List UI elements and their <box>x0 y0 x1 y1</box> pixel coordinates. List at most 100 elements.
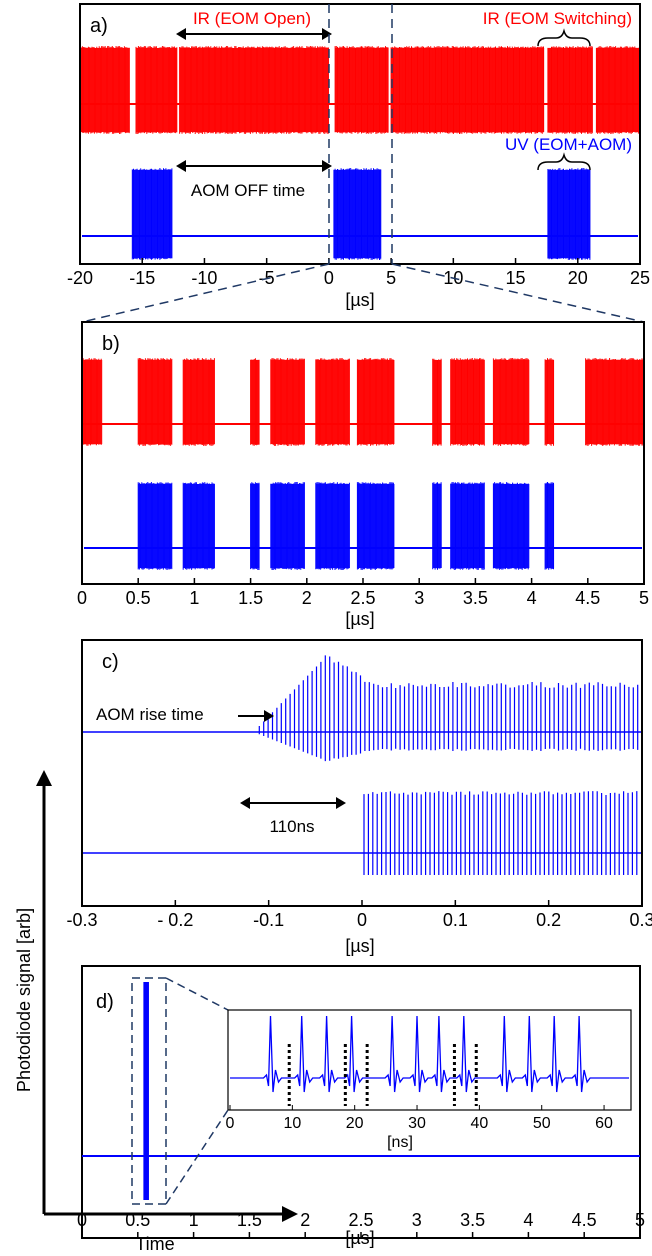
uv-trace-b-burst-lines <box>137 482 173 570</box>
panel-c-tick-label: 0.2 <box>536 910 561 930</box>
uv-trace-b-burst <box>492 482 530 570</box>
aom-off-arrow-left-head <box>176 160 186 172</box>
inset-connector-top <box>165 977 229 1011</box>
inset-tick-label: 50 <box>533 1115 551 1132</box>
ir-trace-b-burst <box>137 358 173 446</box>
panel-d-tick-label: 0 <box>77 1210 87 1230</box>
panel-b-xticks: 0 0.5 1 1.5 2 2.5 3 3.5 4 4.5 5 <box>77 578 649 608</box>
ir-trace-b-burst-lines <box>356 358 394 446</box>
inset-zoom-box <box>131 977 167 1205</box>
rise-time-arrow-head <box>264 710 274 722</box>
panel-d-signals <box>82 982 640 1200</box>
panel-c-tick-label: -0.3 <box>66 910 97 930</box>
uv-trace-b-burst <box>182 482 215 570</box>
uv-trace-a-burst <box>547 168 591 260</box>
panel-c-xticks: -0.3 - 0.2 -0.1 0 0.1 0.2 0.3 <box>66 900 652 930</box>
ir-trace-b-burst <box>492 358 530 446</box>
inset-tick-label: 10 <box>283 1115 301 1132</box>
panel-b-tick-label: 4 <box>527 588 537 608</box>
ir-trace-b-burst-lines <box>544 358 554 446</box>
uv-trace-a-burst <box>131 168 173 260</box>
panel-a: a) IR (EOM Open) IR (EOM Switching) UV (… <box>67 3 650 323</box>
uv-trace-b-burst-lines <box>356 482 394 570</box>
panel-b-signals <box>81 358 644 570</box>
ir-trace-b-burst-lines <box>182 358 215 446</box>
panel-d-xlabel: [µs] <box>345 1228 374 1248</box>
annotation-ir-eom-open: IR (EOM Open) <box>193 9 311 28</box>
panel-c-tick-label: -0.1 <box>253 910 284 930</box>
panel-a-tick-label: 15 <box>506 268 526 288</box>
inset-tick-label: 0 <box>226 1115 235 1132</box>
panel-d-tick-label: 4.5 <box>572 1210 597 1230</box>
ir-trace-b-burst <box>356 358 395 446</box>
panel-c-label: c) <box>102 651 119 673</box>
y-axis-arrow-head <box>36 770 52 786</box>
ir-trace-b-burst <box>432 358 442 446</box>
panel-a-label: a) <box>90 15 108 37</box>
uv-trace-b-burst-lines <box>182 482 215 570</box>
uv-trace-b-burst-lines <box>544 482 554 570</box>
uv-trace-b-burst <box>137 482 173 570</box>
ir-trace-b-burst-lines <box>137 358 173 446</box>
panel-b: b) 0 0.5 1 1.5 2 2.5 3 3.5 4 4.5 5 [µs] <box>77 321 649 629</box>
ir-open-arrow-left-head <box>176 28 186 40</box>
ir-trace-a-burst-lines <box>135 46 178 134</box>
ir-trace-b-burst-lines <box>81 358 102 446</box>
panel-c-tick-label: 0.3 <box>629 910 652 930</box>
ir-trace-b-burst <box>544 358 555 446</box>
panel-a-tick-label: 20 <box>568 268 588 288</box>
panel-b-tick-label: 3.5 <box>463 588 488 608</box>
time-axis-label: Time <box>135 1234 174 1254</box>
panel-b-tick-label: 2 <box>302 588 312 608</box>
panel-d: d) 0 10 20 30 40 50 60 [ns] 0 0.5 1 1.5 2 2.5 3 3.5 4 4… <box>77 965 645 1248</box>
uv-trace-b-burst-lines <box>250 482 260 570</box>
ir-trace-b-burst-lines <box>315 358 350 446</box>
uv-trace-b-burst <box>544 482 555 570</box>
inset-xlabel: [ns] <box>387 1134 413 1151</box>
panel-c-tick-label: 0 <box>357 910 367 930</box>
panel-b-tick-label: 3 <box>414 588 424 608</box>
ir-switching-brace <box>537 28 591 47</box>
panel-d-tick-label: 3 <box>412 1210 422 1230</box>
uv-trace-b-burst <box>315 482 350 570</box>
panel-b-tick-label: 4.5 <box>575 588 600 608</box>
ir-trace-a-burst-lines <box>179 46 329 134</box>
ir-trace-b-burst-lines <box>250 358 260 446</box>
uv-trace-b-burst-lines <box>270 482 305 570</box>
uv-trace-b-burst-lines <box>492 482 529 570</box>
ir-trace-b-burst <box>81 358 103 446</box>
ir-trace-b-burst-lines <box>450 358 485 446</box>
inset-xticks: 0 10 20 30 40 50 60 <box>226 1105 613 1132</box>
rise-110ns-arrow-right-head <box>336 797 346 809</box>
ir-trace-b-burst-lines <box>432 358 442 446</box>
panel-b-tick-label: 0 <box>77 588 87 608</box>
ir-trace-b-burst-lines <box>270 358 305 446</box>
panel-b-tick-label: 0.5 <box>126 588 151 608</box>
annotation-ir-eom-switching: IR (EOM Switching) <box>483 9 632 28</box>
ir-trace-a-burst-lines <box>390 46 544 134</box>
zoom-guide-right <box>391 263 645 323</box>
ir-trace-b-burst <box>250 358 260 446</box>
ir-trace-a-burst-lines <box>595 46 641 134</box>
uv-trace-b-burst <box>356 482 395 570</box>
panel-a-tick-label: 5 <box>386 268 396 288</box>
uv-trace-b-burst <box>432 482 442 570</box>
inset-trace <box>230 1015 629 1093</box>
panel-a-tick-label: -20 <box>67 268 93 288</box>
inset-tick-label: 60 <box>595 1115 613 1132</box>
ir-trace-b-burst <box>182 358 215 446</box>
panel-b-tick-label: 1 <box>189 588 199 608</box>
ir-trace-b-burst <box>270 358 305 446</box>
panel-d-tick-label: 2.5 <box>348 1210 373 1230</box>
panel-a-frame <box>79 3 641 265</box>
ir-trace-a-burst-lines <box>547 46 593 134</box>
zoom-guide-left <box>81 263 330 323</box>
panel-a-tick-label: -15 <box>129 268 155 288</box>
ir-trace-b-burst <box>450 358 485 446</box>
panel-b-tick-label: 1.5 <box>238 588 263 608</box>
panel-d-tick-label: 4 <box>523 1210 533 1230</box>
panel-a-tick-label: -10 <box>191 268 217 288</box>
uv-trace-a-burst-lines <box>131 168 173 260</box>
uv-brace <box>537 152 591 171</box>
